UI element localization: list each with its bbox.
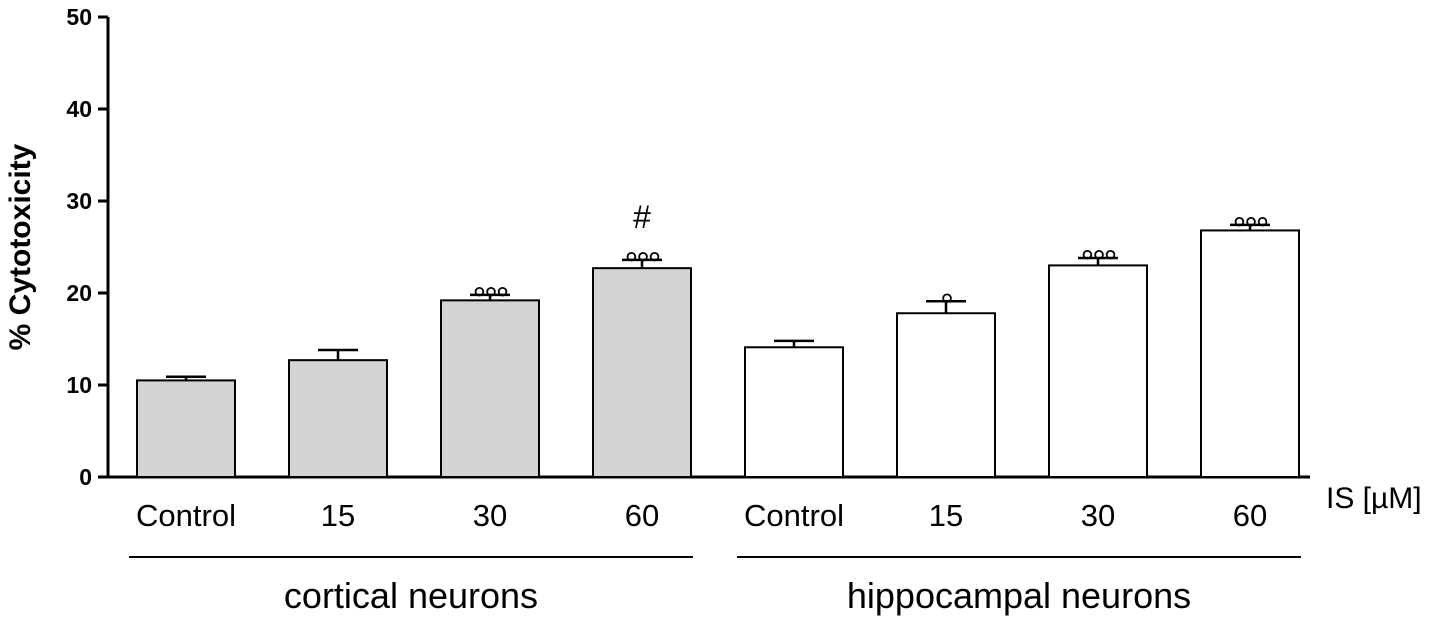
y-tick-label: 30 xyxy=(66,188,92,214)
group-label: hippocampal neurons xyxy=(847,575,1191,616)
bar xyxy=(744,346,844,478)
significance-mark: °°° xyxy=(1233,211,1268,249)
bar xyxy=(136,379,236,478)
group-label: cortical neurons xyxy=(284,575,538,616)
x-axis-label: IS [µM] xyxy=(1326,482,1422,515)
y-tick-label: 50 xyxy=(66,4,92,30)
bar xyxy=(1048,264,1148,478)
bar xyxy=(896,312,996,478)
x-tick-label: Control xyxy=(744,498,844,533)
significance-mark: # xyxy=(633,199,651,235)
x-tick-label: 15 xyxy=(321,498,355,533)
x-tick-label: 15 xyxy=(929,498,963,533)
y-tick-label: 20 xyxy=(66,280,92,306)
x-tick-label: 30 xyxy=(1081,498,1115,533)
bar xyxy=(592,267,692,478)
x-tick-label: 60 xyxy=(625,498,659,533)
y-axis-label: % Cytotoxicity xyxy=(4,143,37,350)
x-tick-label: 60 xyxy=(1233,498,1267,533)
y-tick-label: 10 xyxy=(66,372,92,398)
significance-mark: °°° xyxy=(625,246,660,284)
significance-mark: °°° xyxy=(473,281,508,319)
y-tick-label: 40 xyxy=(66,96,92,122)
bar xyxy=(288,359,388,478)
significance-mark: °°° xyxy=(1081,244,1116,282)
bar xyxy=(440,299,540,478)
bar xyxy=(1200,229,1300,478)
x-tick-label: Control xyxy=(136,498,236,533)
significance-mark: ° xyxy=(940,287,952,325)
y-tick-label: 0 xyxy=(79,464,92,490)
x-tick-label: 30 xyxy=(473,498,507,533)
